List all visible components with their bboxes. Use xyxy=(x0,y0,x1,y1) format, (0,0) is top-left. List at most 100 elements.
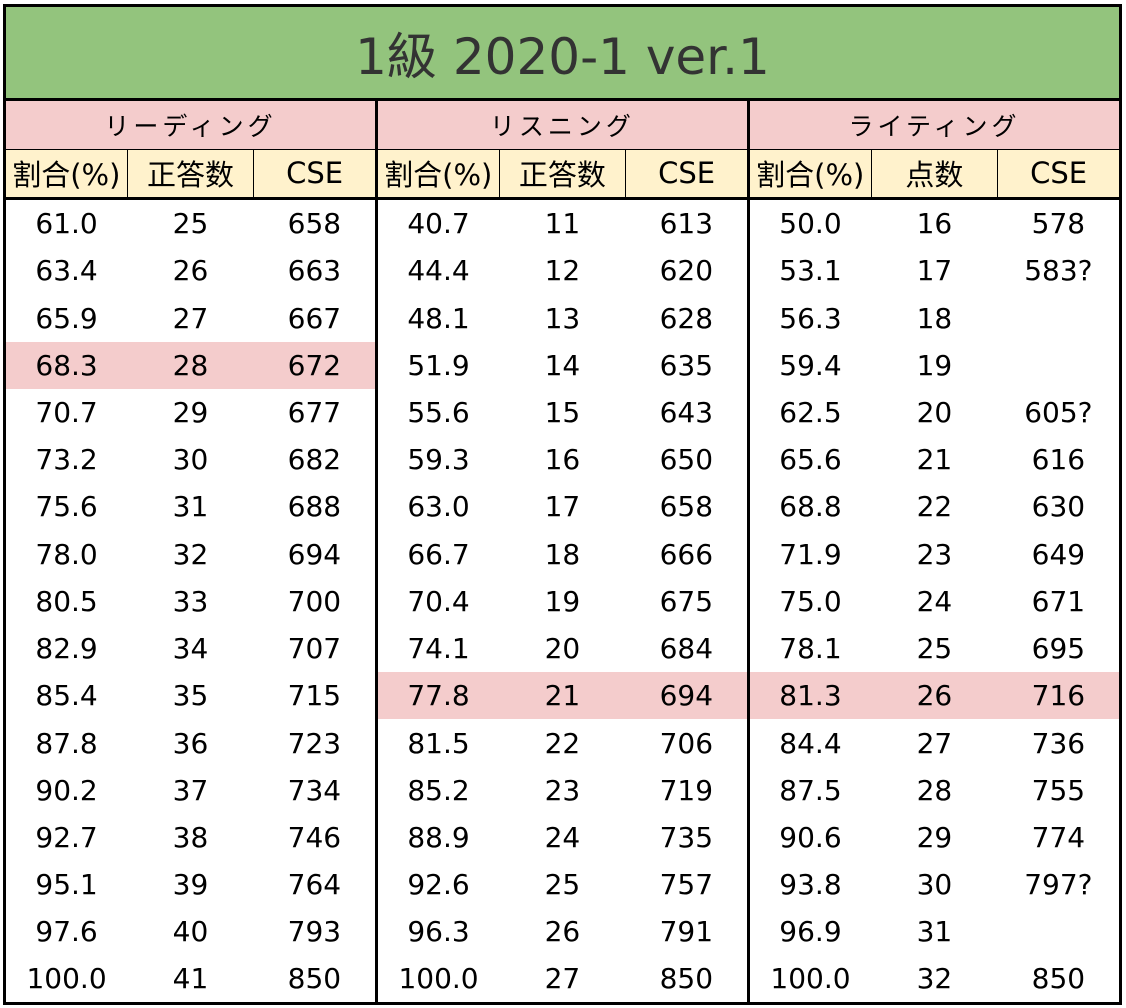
header-listening-percent: 割合(%) xyxy=(374,149,500,201)
cell-listening-percent: 51.9 xyxy=(374,341,500,389)
cell-reading-percent: 68.3 xyxy=(4,341,128,389)
cell-writing-score: 28 xyxy=(916,773,953,807)
cell-writing-cse: 578 xyxy=(1031,207,1086,241)
header-reading-cse: CSE xyxy=(253,149,377,201)
cell-writing-cse: 695 xyxy=(1031,632,1086,666)
cell-writing-score: 21 xyxy=(916,443,953,477)
cell-writing-score: 17 xyxy=(916,254,953,288)
table-row: 90.2 37 734 85.2 23 719 87.5 28 755 xyxy=(5,766,1121,814)
cell-reading-correct: 27 xyxy=(172,301,209,335)
cell-writing-score: 20 xyxy=(916,396,953,430)
cell-listening-correct: 23 xyxy=(544,773,581,807)
cell-reading-cse: 658 xyxy=(287,207,342,241)
cell-reading-correct: 36 xyxy=(172,726,209,760)
cell-reading-correct: 32 xyxy=(172,537,209,571)
cell-listening-cse: 757 xyxy=(659,868,714,902)
cell-writing-score: 25 xyxy=(916,632,953,666)
cell-listening-cse: 658 xyxy=(659,490,714,524)
cell-writing-percent: 59.4 xyxy=(746,341,872,389)
cell-reading-percent: 73.2 xyxy=(35,443,98,477)
cell-listening-percent: 40.7 xyxy=(374,198,500,248)
cell-writing-percent: 96.9 xyxy=(746,908,872,956)
cell-listening-percent: 88.9 xyxy=(374,813,500,862)
cell-writing-cse xyxy=(998,908,1121,955)
cell-listening-correct: 15 xyxy=(544,396,581,430)
cell-writing-percent: 50.0 xyxy=(746,198,872,248)
score-conversion-table: 1級 2020-1 ver.1 リーディング リスニング ライティング 割合(%… xyxy=(3,4,1122,1005)
cell-listening-correct: 24 xyxy=(544,821,581,855)
cell-reading-correct: 29 xyxy=(172,396,209,430)
cell-reading-correct: 30 xyxy=(172,443,209,477)
cell-listening-percent: 44.4 xyxy=(374,247,500,295)
cell-writing-score: 24 xyxy=(916,584,953,618)
table-row: 80.5 33 700 70.4 19 675 75.0 24 671 xyxy=(5,577,1121,626)
cell-reading-percent: 92.7 xyxy=(35,821,98,855)
cell-reading-cse: 667 xyxy=(287,301,342,335)
table-row: 63.4 26 663 44.4 12 620 53.1 17 583? xyxy=(5,247,1121,295)
cell-listening-cse: 675 xyxy=(659,584,714,618)
cell-reading-percent: 61.0 xyxy=(35,207,98,241)
cell-writing-score: 32 xyxy=(916,962,953,996)
cell-listening-cse: 628 xyxy=(659,301,714,335)
cell-listening-correct: 19 xyxy=(544,584,581,618)
cell-writing-cse: 736 xyxy=(1031,726,1086,760)
table-row: 75.6 31 688 63.0 17 658 68.8 22 630 xyxy=(5,483,1121,531)
cell-listening-cse: 666 xyxy=(659,537,714,571)
cell-listening-correct: 20 xyxy=(544,632,581,666)
cell-writing-cse xyxy=(998,295,1121,342)
header-reading-percent: 割合(%) xyxy=(4,149,128,201)
cell-listening-cse: 635 xyxy=(659,348,714,382)
cell-writing-cse: 671 xyxy=(1031,584,1086,618)
cell-reading-percent: 78.0 xyxy=(35,537,98,571)
cell-reading-percent: 100.0 xyxy=(26,962,107,996)
cell-writing-cse xyxy=(998,342,1121,389)
cell-reading-correct: 33 xyxy=(172,584,209,618)
cell-listening-cse: 719 xyxy=(659,773,714,807)
cell-listening-correct: 26 xyxy=(544,915,581,949)
header-reading-correct: 正答数 xyxy=(126,149,254,201)
cell-listening-cse: 850 xyxy=(659,962,714,996)
table-row: 78.0 32 694 66.7 18 666 71.9 23 649 xyxy=(5,530,1121,578)
header-writing-cse: CSE xyxy=(997,149,1121,201)
cell-listening-percent: 74.1 xyxy=(374,625,500,673)
cell-listening-percent: 66.7 xyxy=(374,530,500,578)
cell-listening-cse: 706 xyxy=(659,726,714,760)
cell-reading-cse: 764 xyxy=(287,868,342,902)
cell-listening-cse: 650 xyxy=(659,443,714,477)
section-row: リーディング リスニング ライティング xyxy=(4,99,1121,150)
cell-writing-score: 27 xyxy=(916,726,953,760)
cell-listening-correct: 14 xyxy=(544,348,581,382)
section-reading: リーディング xyxy=(4,99,377,150)
cell-reading-percent: 90.2 xyxy=(35,773,98,807)
cell-listening-cse: 684 xyxy=(659,632,714,666)
cell-writing-score: 16 xyxy=(916,207,953,241)
cell-listening-correct: 12 xyxy=(544,254,581,288)
cell-reading-percent: 65.9 xyxy=(35,301,98,335)
cell-writing-percent: 90.6 xyxy=(746,813,872,862)
cell-writing-cse: 605? xyxy=(1024,396,1093,430)
cell-reading-correct: 41 xyxy=(172,962,209,996)
section-writing: ライティング xyxy=(746,99,1121,150)
cell-writing-cse: 630 xyxy=(1031,490,1086,524)
cell-listening-percent: 77.8 xyxy=(374,672,500,720)
cell-reading-correct: 26 xyxy=(172,254,209,288)
table-row: 73.2 30 682 59.3 16 650 65.6 21 616 xyxy=(5,436,1121,484)
cell-reading-cse: 746 xyxy=(287,821,342,855)
cell-writing-score: 31 xyxy=(916,915,953,949)
table-row: 65.9 27 667 48.1 13 628 56.3 18 xyxy=(5,294,1121,342)
cell-reading-cse: 715 xyxy=(287,679,342,713)
cell-reading-percent: 95.1 xyxy=(35,868,98,902)
cell-writing-cse: 755 xyxy=(1031,773,1086,807)
cell-listening-percent: 96.3 xyxy=(374,908,500,956)
cell-writing-cse: 797? xyxy=(1024,868,1093,902)
cell-reading-cse: 694 xyxy=(287,537,342,571)
cell-writing-score: 30 xyxy=(916,868,953,902)
table-row: 85.4 35 715 77.8 21 694 81.3 26 716 xyxy=(5,672,1121,720)
cell-writing-percent: 68.8 xyxy=(746,483,872,531)
cell-writing-percent: 84.4 xyxy=(746,719,872,767)
cell-listening-percent: 92.6 xyxy=(374,861,500,909)
cell-listening-percent: 100.0 xyxy=(374,955,500,1004)
header-listening-cse: CSE xyxy=(625,149,749,201)
cell-listening-cse: 735 xyxy=(659,821,714,855)
